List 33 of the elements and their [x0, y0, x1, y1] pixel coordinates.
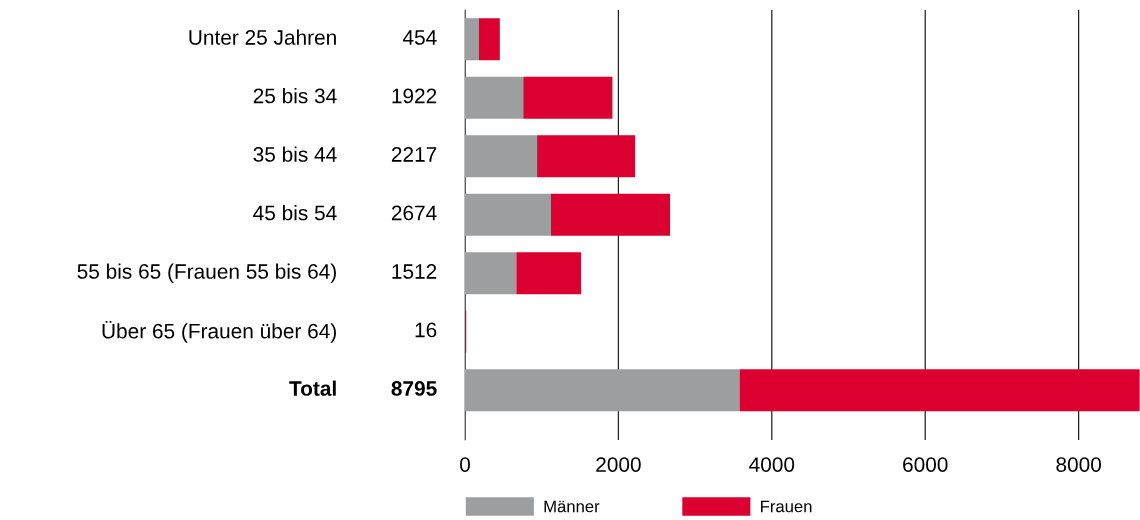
- legend-label: Männer: [544, 500, 600, 513]
- y-tick-label: Total: [289, 380, 336, 396]
- bar: [537, 135, 636, 178]
- total-label: 1512: [392, 264, 437, 279]
- bar: [465, 76, 524, 119]
- x-tick-label: 0: [460, 457, 470, 472]
- bar: [465, 193, 551, 236]
- total-label: 1922: [392, 88, 437, 104]
- x-tick-label: 4000: [749, 457, 795, 472]
- y-tick-label: 25 bis 34: [253, 88, 337, 104]
- bar: [550, 193, 671, 236]
- bar: [523, 76, 613, 119]
- legend-label: Frauen: [761, 500, 812, 513]
- total-label: 2217: [391, 147, 437, 162]
- y-tick-label: Über 65 (Frauen über 64): [102, 320, 336, 343]
- bar: [465, 18, 479, 61]
- bar: [465, 135, 538, 178]
- x-tick-label: 2000: [596, 457, 641, 472]
- total-label: 454: [402, 30, 437, 45]
- bar: [465, 369, 740, 412]
- y-tick-label: Unter 25 Jahren: [189, 29, 336, 45]
- total-label: 16: [415, 322, 437, 338]
- x-tick-label: 6000: [903, 457, 948, 472]
- y-tick-label: 55 bis 65 (Frauen 55 bis 64): [77, 263, 336, 283]
- total-label: 8795: [391, 381, 437, 396]
- bar: [465, 252, 517, 295]
- bar: [516, 252, 581, 295]
- bar: [478, 18, 500, 61]
- y-tick-label: 45 bis 54: [253, 205, 337, 221]
- y-tick-label: 35 bis 44: [253, 146, 337, 162]
- x-tick-label: 8000: [1056, 457, 1101, 472]
- bar: [739, 369, 1140, 412]
- total-label: 2674: [391, 205, 437, 221]
